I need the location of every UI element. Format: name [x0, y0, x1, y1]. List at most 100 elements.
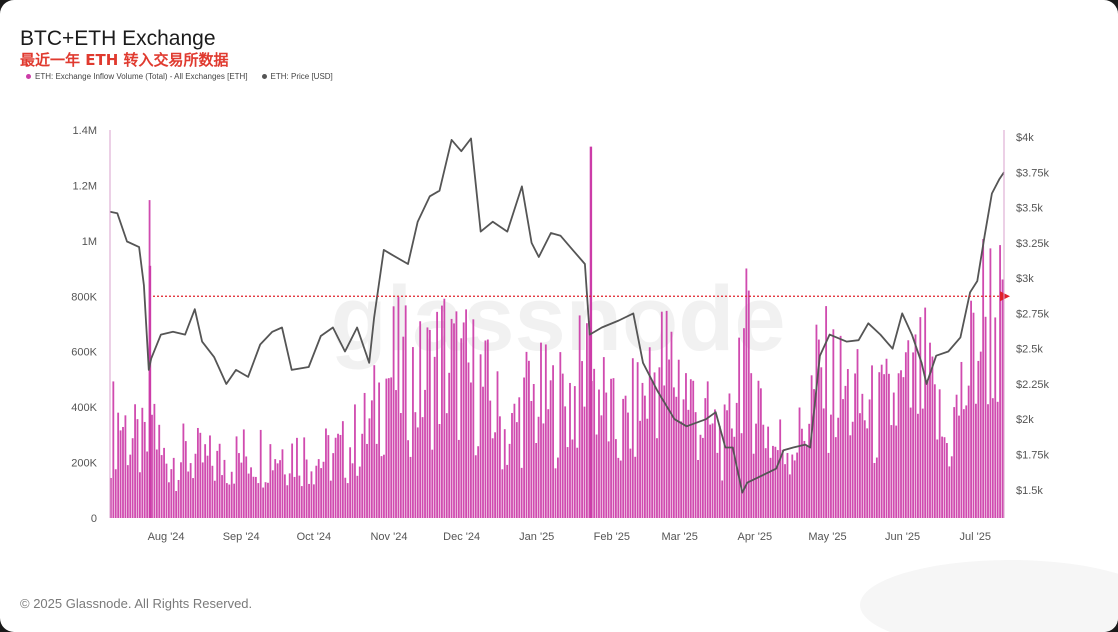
inflow-bar [798, 407, 801, 518]
inflow-bar [421, 417, 424, 518]
inflow-bar [366, 443, 368, 518]
inflow-bar [931, 356, 934, 518]
inflow-bar [117, 412, 120, 518]
inflow-bar [844, 385, 847, 518]
inflow-bar [392, 306, 395, 518]
inflow-bar [341, 421, 344, 518]
inflow-bar [648, 347, 651, 518]
inflow-bar [428, 329, 431, 518]
inflow-bar [714, 409, 716, 518]
inflow-bar [687, 409, 690, 518]
inflow-bar [187, 471, 190, 518]
inflow-bar [267, 482, 269, 518]
y-right-tick-label: $3.25k [1016, 238, 1050, 250]
inflow-bar [888, 373, 890, 518]
inflow-bar [936, 439, 939, 518]
y-right-tick-label: $1.5k [1016, 485, 1043, 497]
y-right-tick-label: $3.5k [1016, 203, 1043, 215]
inflow-bar [709, 424, 712, 518]
inflow-bar [358, 466, 361, 518]
inflow-bar [895, 425, 898, 518]
legend-item-inflow[interactable]: ETH: Exchange Inflow Volume (Total) - Al… [26, 72, 248, 81]
inflow-bar [407, 440, 410, 518]
inflow-bar [718, 425, 721, 518]
inflow-bar [639, 420, 641, 518]
inflow-bar [863, 420, 866, 518]
inflow-bar [675, 396, 678, 518]
inflow-bar [960, 361, 963, 518]
inflow-bar [989, 248, 992, 518]
inflow-bar [962, 409, 965, 518]
inflow-bar [776, 450, 779, 518]
inflow-bar [477, 446, 480, 518]
inflow-bar [378, 382, 381, 518]
inflow-bar [672, 387, 675, 518]
inflow-bar [755, 423, 757, 518]
inflow-bar [656, 438, 658, 518]
inflow-bar [528, 360, 530, 518]
inflow-bar [520, 467, 523, 518]
inflow-bar [494, 432, 496, 518]
inflow-bar [885, 358, 888, 518]
inflow-bar [404, 305, 407, 518]
legend-dot-inflow [26, 74, 31, 79]
inflow-bar [651, 380, 654, 518]
inflow-bar [793, 460, 796, 518]
inflow-bar [602, 357, 605, 518]
inflow-bar [472, 319, 475, 518]
x-tick-label: Jul '25 [960, 531, 991, 543]
copyright-footer: © 2025 Glassnode. All Rights Reserved. [20, 596, 253, 611]
inflow-bar [506, 464, 509, 518]
inflow-bar [919, 317, 922, 518]
inflow-bar [873, 462, 876, 518]
inflow-bar [445, 413, 448, 518]
inflow-bar [600, 415, 603, 518]
inflow-bar [155, 449, 158, 518]
inflow-bar [303, 437, 306, 518]
inflow-bar [508, 443, 511, 518]
inflow-bar [424, 389, 426, 518]
inflow-bar [448, 372, 451, 518]
inflow-bar [375, 443, 378, 518]
inflow-bar [595, 434, 598, 518]
inflow-bar [866, 428, 869, 518]
inflow-bar [322, 461, 325, 518]
inflow-bar [897, 373, 900, 518]
inflow-bar [926, 379, 929, 518]
inflow-bar [694, 412, 697, 518]
inflow-bar [344, 477, 347, 518]
inflow-bar [711, 423, 714, 518]
inflow-bar [578, 315, 581, 518]
inflow-bar [653, 372, 656, 518]
inflow-bar [228, 484, 231, 518]
inflow-bar [745, 268, 748, 518]
inflow-bar [559, 352, 562, 518]
inflow-bar [967, 385, 970, 518]
inflow-bar [194, 453, 197, 518]
inflow-bar [276, 463, 279, 518]
inflow-bar [450, 318, 453, 518]
y-right-tick-label: $2.5k [1016, 344, 1043, 356]
inflow-bar [726, 410, 728, 518]
inflow-bar [772, 445, 774, 518]
inflow-bar [537, 416, 540, 518]
inflow-bar [946, 443, 948, 518]
x-tick-label: Sep '24 [223, 531, 260, 543]
inflow-bar [199, 432, 202, 518]
inflow-bar [774, 446, 777, 518]
inflow-bar [972, 312, 975, 518]
inflow-bar [143, 421, 146, 518]
inflow-bar [286, 485, 289, 518]
inflow-bar [566, 447, 569, 518]
inflow-bar [641, 382, 644, 518]
inflow-bar [842, 399, 844, 518]
inflow-bar [233, 483, 236, 518]
inflow-bar [320, 468, 323, 518]
inflow-bar [499, 416, 501, 518]
inflow-bar [221, 475, 223, 518]
inflow-bar [122, 426, 124, 518]
legend-item-price[interactable]: ETH: Price [USD] [261, 72, 333, 81]
inflow-bar [172, 457, 175, 518]
inflow-bar [151, 414, 153, 518]
